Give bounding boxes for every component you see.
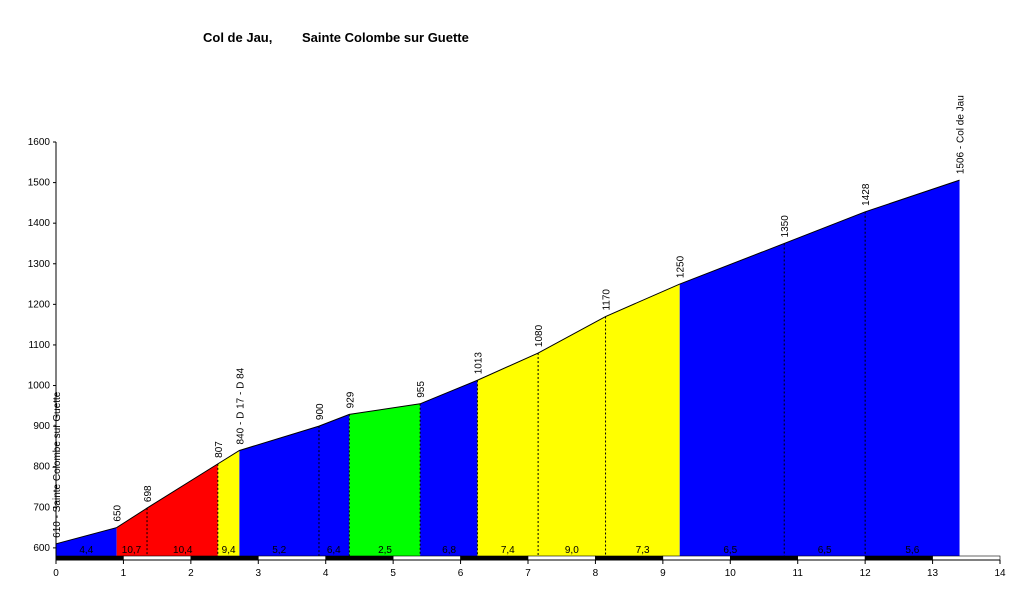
y-tick-label-5: 1100: [28, 340, 50, 351]
gradient-label-8: 7,4: [501, 545, 515, 556]
waypoint-label-9: 1080: [534, 324, 545, 347]
chart-title-start: Sainte Colombe sur Guette: [302, 30, 469, 45]
x-tick-label-9: 9: [660, 568, 666, 579]
gradient-segment-2: [217, 450, 240, 556]
x-tick-label-6: 6: [458, 568, 464, 579]
waypoint-label-13: 1428: [861, 183, 872, 206]
scale-block-0: [55, 555, 124, 561]
scale-block-8: [595, 555, 664, 561]
gradient-label-9: 9,0: [565, 545, 579, 556]
gradient-label-7: 6,8: [442, 545, 456, 556]
gradient-segment-0: [56, 527, 117, 556]
x-tick-label-7: 7: [525, 568, 531, 579]
y-tick-label-3: 900: [33, 421, 50, 432]
scale-block-2: [190, 555, 259, 561]
gradient-label-10: 7,3: [636, 545, 650, 556]
x-tick-label-2: 2: [188, 568, 194, 579]
scale-block-4: [325, 555, 394, 561]
gradient-label-0: 4,4: [79, 545, 93, 556]
chart-title-climb: Col de Jau,: [203, 30, 273, 45]
scale-block-13: [932, 555, 1001, 561]
scale-block-7: [527, 555, 596, 561]
waypoint-label-2: 698: [143, 485, 154, 502]
gradient-segment-4: [349, 403, 421, 556]
y-tick-label-0: 600: [33, 543, 50, 554]
waypoint-label-12: 1350: [780, 215, 791, 238]
scale-block-11: [797, 555, 866, 561]
x-tick-label-1: 1: [121, 568, 127, 579]
gradient-label-2: 10,4: [173, 545, 193, 556]
gradient-segment-5: [420, 380, 478, 556]
gradient-segment-7: [679, 180, 960, 556]
waypoint-label-5: 900: [315, 403, 326, 420]
x-tick-label-0: 0: [53, 568, 59, 579]
gradient-label-11: 6,5: [723, 545, 737, 556]
gradient-label-13: 5,6: [905, 545, 919, 556]
y-tick-label-10: 1600: [28, 137, 51, 148]
gradient-label-5: 6,4: [327, 545, 341, 556]
gradient-label-1: 10,7: [122, 545, 142, 556]
x-tick-label-3: 3: [256, 568, 262, 579]
gradient-label-12: 6,5: [818, 545, 832, 556]
x-tick-label-5: 5: [390, 568, 396, 579]
waypoint-label-4: 840 - D 17 - D 84: [235, 367, 246, 444]
x-tick-label-14: 14: [994, 568, 1006, 579]
x-tick-label-8: 8: [593, 568, 599, 579]
gradient-segment-1: [116, 463, 218, 556]
waypoint-label-1: 650: [113, 504, 124, 521]
y-tick-label-9: 1500: [28, 178, 51, 189]
x-tick-label-4: 4: [323, 568, 329, 579]
waypoint-label-6: 929: [345, 391, 356, 408]
y-tick-label-8: 1400: [28, 218, 51, 229]
scale-block-12: [864, 555, 933, 561]
scale-block-9: [662, 555, 731, 561]
gradient-label-4: 5,2: [272, 545, 286, 556]
scale-block-5: [392, 555, 461, 561]
y-tick-label-7: 1300: [28, 259, 51, 270]
gradient-segment-3: [239, 414, 350, 556]
gradient-segment-6: [477, 284, 680, 556]
gradient-label-6: 2,5: [378, 545, 392, 556]
waypoint-label-7: 955: [416, 381, 427, 398]
x-tick-label-11: 11: [793, 568, 804, 579]
y-tick-label-4: 1000: [28, 381, 51, 392]
gradient-label-3: 9,4: [222, 545, 236, 556]
scale-block-3: [257, 555, 327, 561]
waypoint-label-8: 1013: [473, 352, 484, 375]
y-tick-label-6: 1200: [28, 299, 51, 310]
y-tick-label-2: 800: [33, 462, 50, 473]
waypoint-label-0: 610 - Sainte Colombe sur Guette: [52, 391, 63, 538]
profile-line: [55, 179, 960, 545]
waypoint-label-3: 807: [214, 441, 225, 458]
y-tick-label-1: 700: [33, 502, 50, 513]
waypoint-label-10: 1170: [602, 289, 613, 311]
waypoint-label-11: 1250: [676, 255, 687, 278]
scale-block-6: [460, 555, 529, 561]
scale-block-10: [729, 555, 799, 561]
x-tick-label-10: 10: [725, 568, 737, 579]
x-tick-label-13: 13: [927, 568, 939, 579]
waypoint-label-14: 1506 - Col de Jau: [956, 95, 967, 174]
x-tick-label-12: 12: [860, 568, 872, 579]
scale-block-1: [123, 555, 192, 561]
